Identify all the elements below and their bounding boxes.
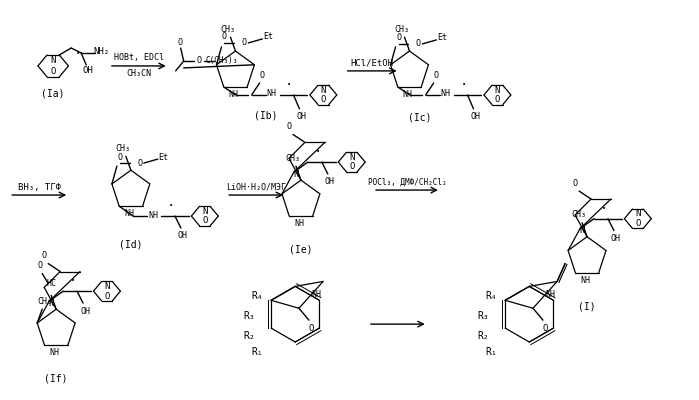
Text: O: O: [287, 122, 291, 131]
Text: OH: OH: [296, 112, 306, 121]
Text: O: O: [321, 95, 326, 104]
Text: CH₃: CH₃: [220, 25, 235, 34]
Text: NH: NH: [545, 290, 555, 299]
Text: N: N: [48, 298, 54, 308]
Text: NH: NH: [148, 210, 158, 220]
Text: •: •: [71, 278, 75, 284]
Text: O: O: [196, 56, 201, 66]
Text: Et: Et: [438, 34, 447, 42]
Text: CH₃: CH₃: [285, 154, 301, 163]
Text: N: N: [50, 56, 56, 65]
Text: R₂: R₂: [477, 331, 489, 341]
Text: •: •: [316, 149, 320, 155]
Text: (Ic): (Ic): [408, 112, 431, 122]
Text: NH: NH: [580, 276, 590, 285]
Text: NH: NH: [229, 90, 238, 99]
Text: LiOH·H₂O/МЭГ: LiOH·H₂O/МЭГ: [226, 182, 286, 192]
Text: •: •: [461, 82, 466, 88]
Text: OH: OH: [470, 112, 480, 121]
Text: (Ie): (Ie): [289, 245, 312, 255]
Text: Et: Et: [264, 32, 273, 42]
Text: NH: NH: [49, 348, 59, 358]
Text: POCl₃, ДМФ/CH₂Cl₂: POCl₃, ДМФ/CH₂Cl₂: [368, 178, 446, 187]
Text: N: N: [495, 86, 500, 94]
Text: O: O: [42, 251, 47, 260]
Text: C(CH₃)₃: C(CH₃)₃: [206, 56, 238, 66]
Text: CH₃: CH₃: [572, 210, 586, 219]
Text: N: N: [635, 209, 640, 218]
Text: •: •: [169, 203, 173, 209]
Text: R₄: R₄: [252, 291, 264, 301]
Text: O: O: [396, 34, 401, 42]
Text: O: O: [495, 95, 500, 104]
Text: R₂: R₂: [243, 331, 255, 341]
Text: CH₃CN: CH₃CN: [127, 69, 152, 78]
Text: (I): (I): [578, 301, 596, 311]
Text: Et: Et: [159, 153, 168, 162]
Text: N: N: [294, 170, 298, 178]
Text: R₃: R₃: [477, 311, 489, 321]
Text: R₃: R₃: [243, 311, 255, 321]
Text: HC: HC: [46, 279, 56, 288]
Text: NH: NH: [311, 290, 321, 299]
Text: O: O: [242, 38, 247, 48]
Text: O: O: [308, 324, 314, 333]
Text: O: O: [50, 67, 56, 76]
Text: NH: NH: [440, 90, 451, 98]
Text: HOBt, EDCl: HOBt, EDCl: [114, 54, 164, 62]
Text: OH: OH: [178, 232, 188, 240]
Text: O: O: [259, 70, 264, 80]
Text: NH: NH: [403, 90, 412, 99]
Text: HCl/EtOH: HCl/EtOH: [351, 58, 394, 68]
Text: R₄: R₄: [486, 291, 497, 301]
Text: O: O: [635, 219, 640, 228]
Text: (Ib): (Ib): [254, 110, 277, 120]
Text: O: O: [349, 162, 354, 172]
Text: O: O: [38, 261, 43, 270]
Text: O: O: [222, 32, 227, 42]
Text: R₁: R₁: [252, 347, 264, 357]
Text: NH: NH: [266, 90, 277, 98]
Text: •: •: [602, 206, 606, 212]
Text: •: •: [287, 82, 291, 88]
Text: N: N: [349, 153, 354, 162]
Text: OH: OH: [611, 234, 621, 243]
Text: O: O: [542, 324, 547, 333]
Text: R₁: R₁: [486, 347, 497, 357]
Text: N: N: [104, 282, 110, 291]
Text: O: O: [177, 38, 182, 47]
Text: NH₂: NH₂: [93, 48, 109, 56]
Text: O: O: [416, 40, 421, 48]
Text: CH₃: CH₃: [394, 25, 409, 34]
Text: CH₃: CH₃: [38, 297, 52, 306]
Text: N: N: [321, 86, 326, 94]
Text: BH₃, ТГФ: BH₃, ТГФ: [17, 182, 61, 192]
Text: NH: NH: [294, 219, 304, 228]
Text: O: O: [137, 158, 143, 168]
Text: O: O: [117, 153, 122, 162]
Text: (If): (If): [45, 374, 68, 384]
Text: OH: OH: [325, 178, 335, 186]
Text: OH: OH: [82, 66, 94, 75]
Text: OH: OH: [80, 306, 90, 316]
Text: O: O: [104, 292, 110, 300]
Text: N: N: [202, 207, 208, 216]
Text: NH: NH: [124, 210, 134, 218]
Text: (Ia): (Ia): [41, 89, 65, 99]
Text: O: O: [433, 70, 438, 80]
Text: •: •: [76, 51, 80, 57]
Text: (Id): (Id): [119, 240, 143, 250]
Text: CH₃: CH₃: [115, 144, 131, 153]
Text: O: O: [572, 179, 577, 188]
Text: O: O: [202, 216, 208, 226]
Text: N: N: [579, 226, 585, 235]
